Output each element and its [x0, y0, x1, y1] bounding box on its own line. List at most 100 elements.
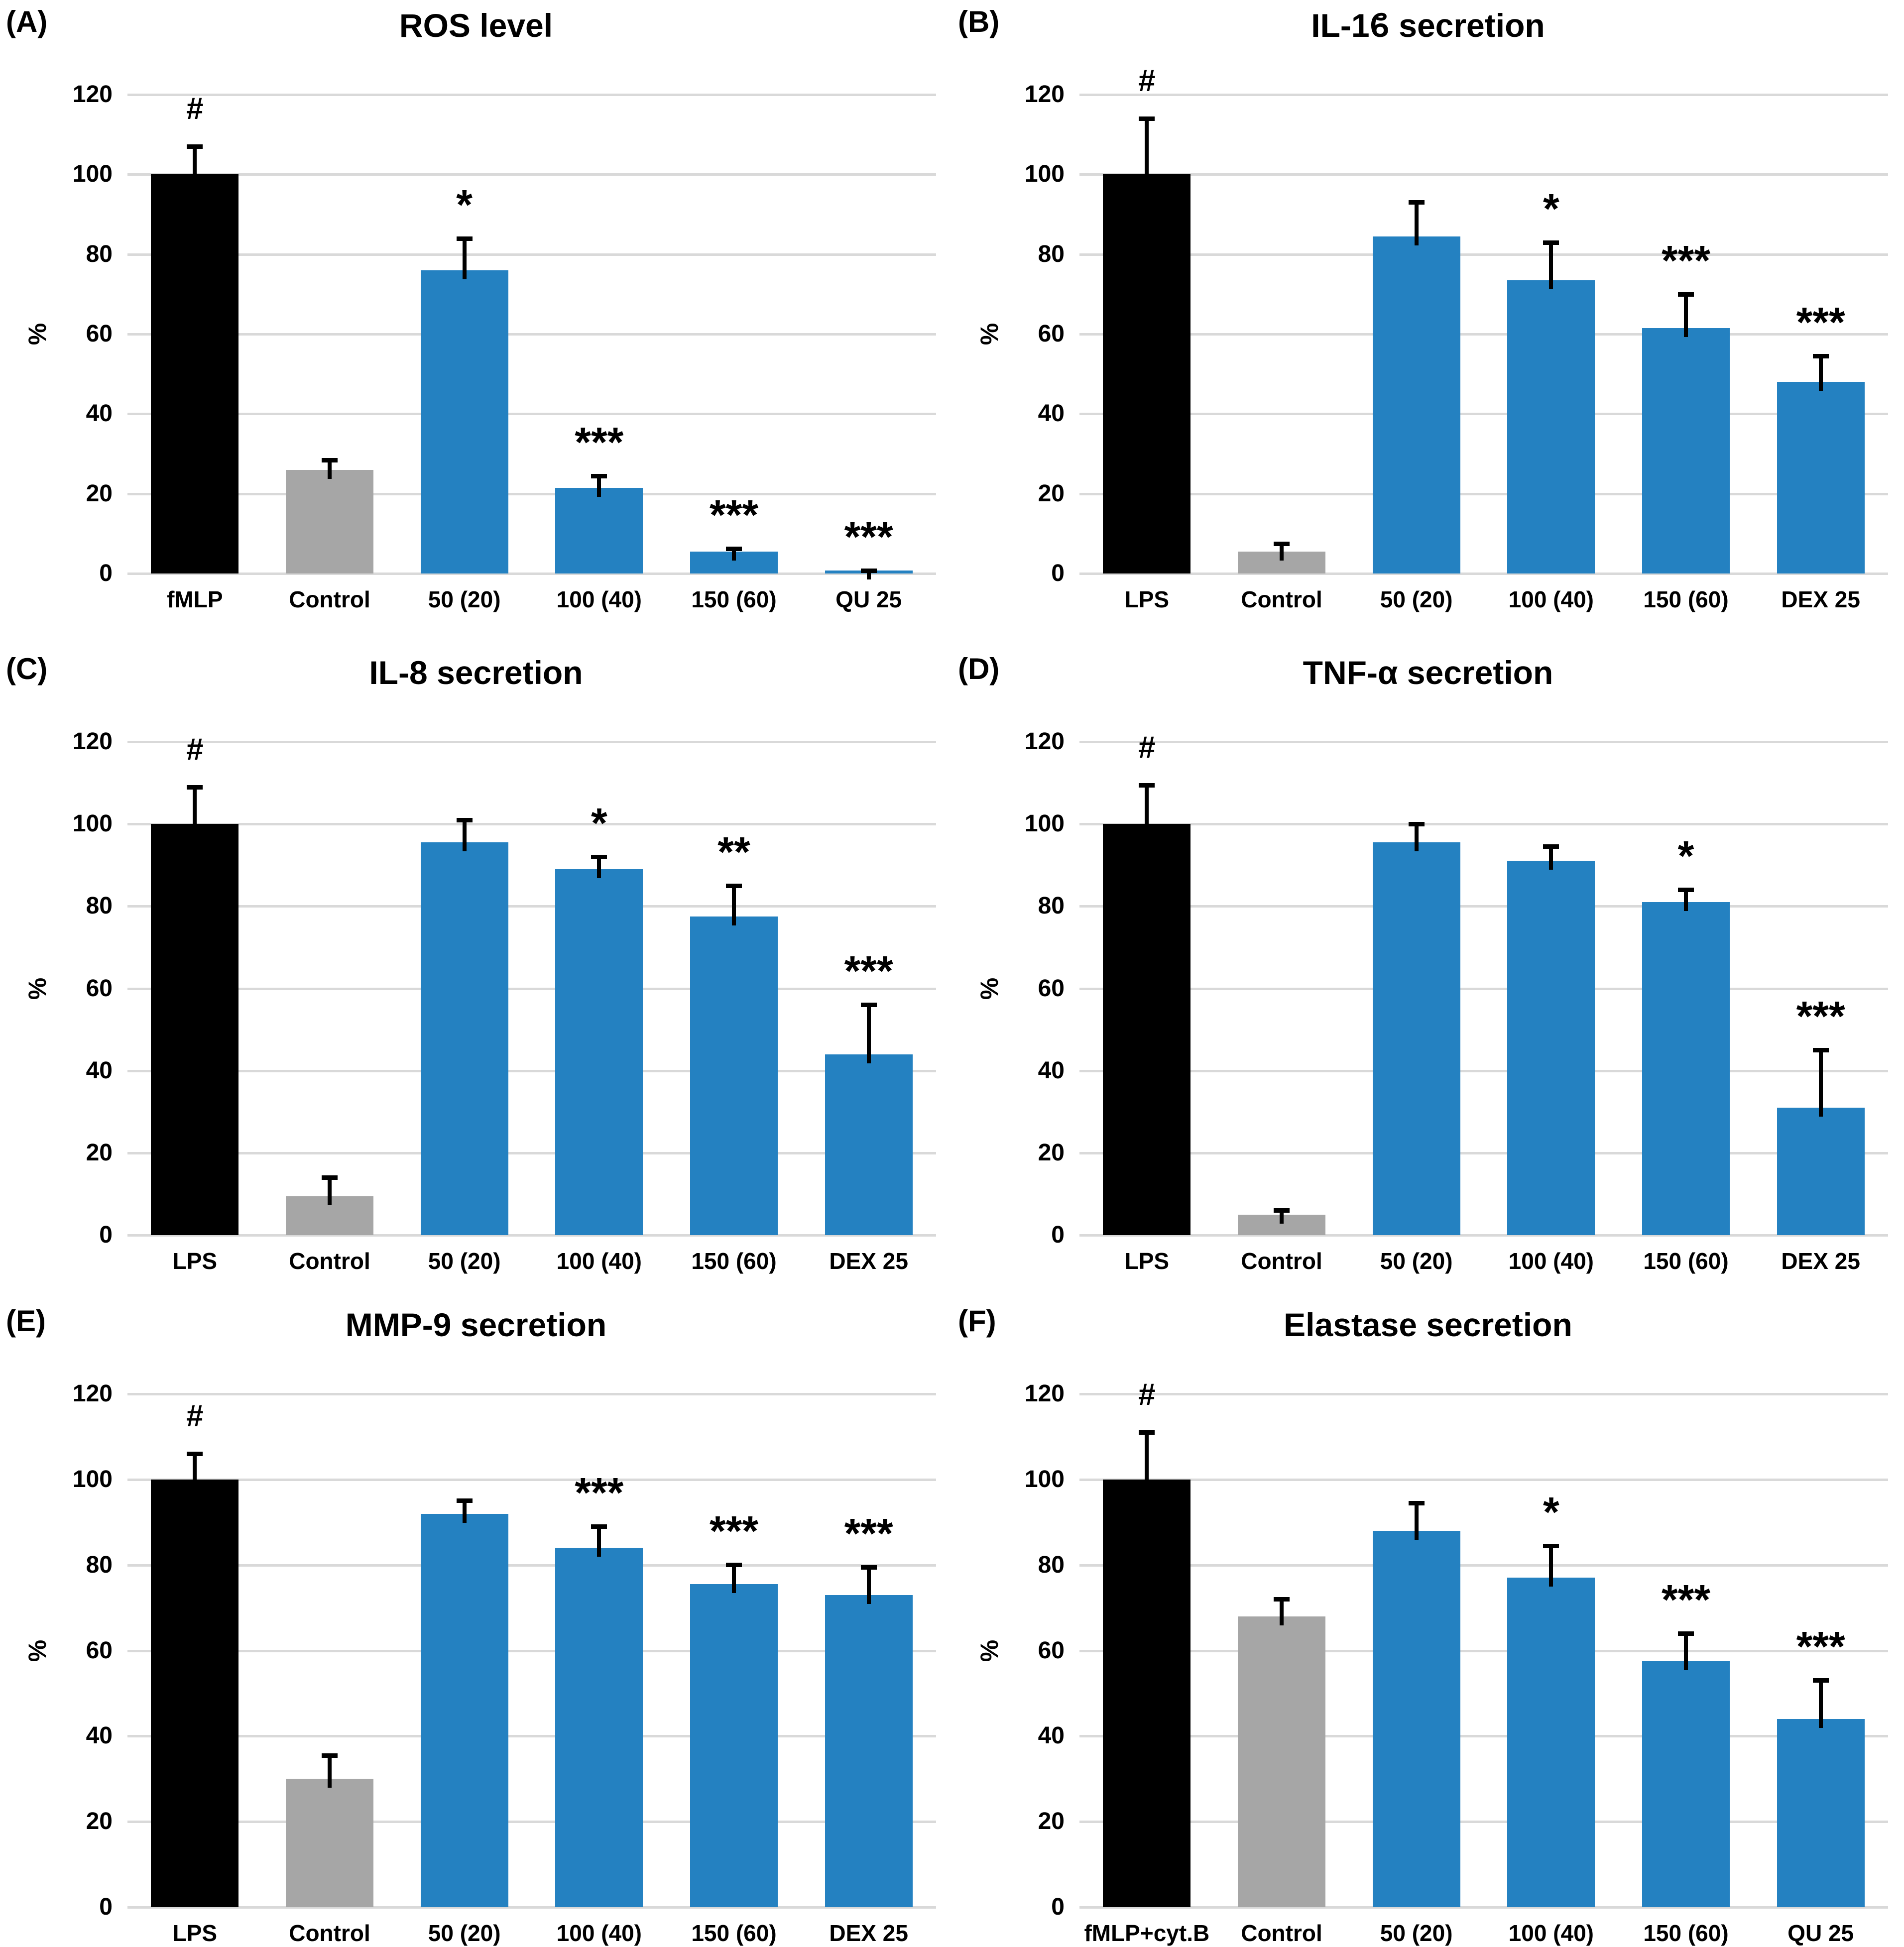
panel-title: IL-1ϐ secretion — [1311, 7, 1545, 44]
y-tick-label: 40 — [86, 1722, 113, 1749]
y-tick-label: 100 — [72, 161, 113, 188]
panel-A: (A) ROS level% 0 20 40 60 80 100 120 # fMLP Control… — [0, 0, 952, 647]
significance-annotation: *** — [709, 1507, 759, 1555]
y-tick-label: 60 — [86, 1637, 113, 1664]
bar-50-20- — [420, 842, 508, 1235]
significance-annotation: # — [186, 1398, 204, 1433]
y-tick-label: 40 — [1038, 400, 1065, 427]
bar-lps — [1103, 824, 1191, 1235]
panel-title: ROS level — [399, 7, 553, 44]
panel-D: (D) TNF-α secretion% 0 20 40 60 80 100 120 # LPS Co… — [952, 647, 1904, 1299]
gridline — [127, 413, 936, 416]
error-bar-cap — [726, 883, 742, 888]
error-bar — [462, 1498, 467, 1523]
x-category-label: fMLP+cyt.B — [1084, 1920, 1210, 1946]
error-bar-cap — [187, 785, 203, 790]
bar-control — [286, 1779, 373, 1907]
gridline — [127, 333, 936, 336]
gridline — [1079, 741, 1888, 743]
y-tick-label: 40 — [86, 400, 113, 427]
panel-letter: (E) — [6, 1304, 46, 1338]
significance-annotation: *** — [709, 491, 759, 539]
bar-100-40- — [555, 487, 643, 573]
gridline — [127, 492, 936, 495]
bar-150-60- — [1642, 328, 1730, 573]
significance-annotation: # — [186, 92, 204, 126]
x-category-label: 50 (20) — [1380, 1248, 1453, 1274]
gridline — [127, 1564, 936, 1567]
y-tick-label: 120 — [1024, 728, 1065, 755]
error-bar-cap — [1274, 1208, 1290, 1213]
gridline — [1079, 253, 1888, 256]
significance-annotation: * — [456, 181, 473, 228]
x-category-label: Control — [289, 586, 370, 612]
gridline — [127, 1478, 936, 1481]
x-category-label: LPS — [1124, 586, 1170, 612]
error-bar — [1818, 354, 1823, 391]
error-bar-cap — [187, 144, 203, 149]
bar-50-20- — [1372, 842, 1460, 1235]
error-bar — [1684, 292, 1688, 337]
bar-lps — [151, 824, 239, 1235]
panel-letter: (A) — [6, 5, 48, 38]
x-category-label: LPS — [172, 1920, 218, 1946]
error-bar — [193, 144, 197, 184]
bar-50-20- — [420, 270, 508, 573]
gridline — [1079, 173, 1888, 176]
gridline — [1079, 905, 1888, 908]
y-tick-label: 0 — [1051, 1894, 1065, 1920]
y-tick-label: 120 — [72, 81, 113, 108]
error-bar-cap — [187, 1451, 203, 1456]
y-tick-label: 100 — [1024, 161, 1065, 188]
panel-E: (E) MMP-9 secretion% 0 20 40 60 80 100 120 # LPS Co… — [0, 1299, 952, 1947]
gridline — [127, 253, 936, 256]
error-bar — [732, 1563, 736, 1594]
panel-B: (B) IL-1ϐ secretion% 0 20 40 60 80 100 120 # LPS Co… — [952, 0, 1904, 647]
error-bar-cap — [591, 855, 607, 860]
y-tick-label: 100 — [1024, 810, 1065, 837]
y-tick-label: 20 — [86, 1808, 113, 1835]
significance-annotation: # — [1138, 730, 1156, 765]
x-category-label: 150 (60) — [691, 1248, 777, 1274]
error-bar-cap — [1812, 1048, 1829, 1053]
error-bar — [328, 1175, 332, 1205]
bar-fmlp-cyt-b — [1103, 1479, 1191, 1907]
error-bar-cap — [860, 1003, 877, 1008]
bar-50-20- — [1372, 1530, 1460, 1907]
error-bar — [1818, 1678, 1823, 1728]
error-bar-cap — [1139, 116, 1155, 121]
error-bar-cap — [456, 236, 473, 241]
bar-fmlp — [151, 174, 239, 573]
panel-letter: (C) — [6, 652, 48, 686]
error-bar — [732, 883, 736, 925]
x-category-label: 100 (40) — [1508, 1920, 1594, 1946]
y-tick-label: 60 — [1038, 1637, 1065, 1664]
y-tick-label: 80 — [1038, 893, 1065, 919]
error-bar-cap — [726, 1563, 742, 1568]
error-bar-cap — [322, 1175, 338, 1180]
error-bar — [462, 817, 467, 852]
gridline — [127, 1906, 936, 1909]
error-bar — [1145, 1430, 1149, 1489]
gridline — [1079, 1234, 1888, 1237]
y-tick-label: 0 — [99, 560, 113, 586]
gridline — [127, 987, 936, 990]
y-tick-label: 60 — [86, 975, 113, 1002]
error-bar-cap — [1678, 1631, 1694, 1636]
gridline — [127, 94, 936, 96]
error-bar — [1414, 200, 1419, 245]
significance-annotation: *** — [1661, 1576, 1711, 1623]
y-tick-label: 80 — [1038, 1551, 1065, 1578]
gridline — [1079, 1906, 1888, 1909]
x-category-label: QU 25 — [1787, 1920, 1854, 1946]
bar-lps — [1103, 174, 1191, 573]
error-bar — [1414, 822, 1419, 852]
gridline — [127, 1234, 936, 1237]
y-tick-label: 0 — [99, 1894, 113, 1920]
gridline — [1079, 94, 1888, 96]
x-category-label: 50 (20) — [1380, 1920, 1453, 1946]
panel-letter: (D) — [958, 652, 1000, 686]
x-category-label: 50 (20) — [428, 1920, 501, 1946]
error-bar — [1684, 888, 1688, 912]
y-tick-label: 60 — [1038, 321, 1065, 347]
